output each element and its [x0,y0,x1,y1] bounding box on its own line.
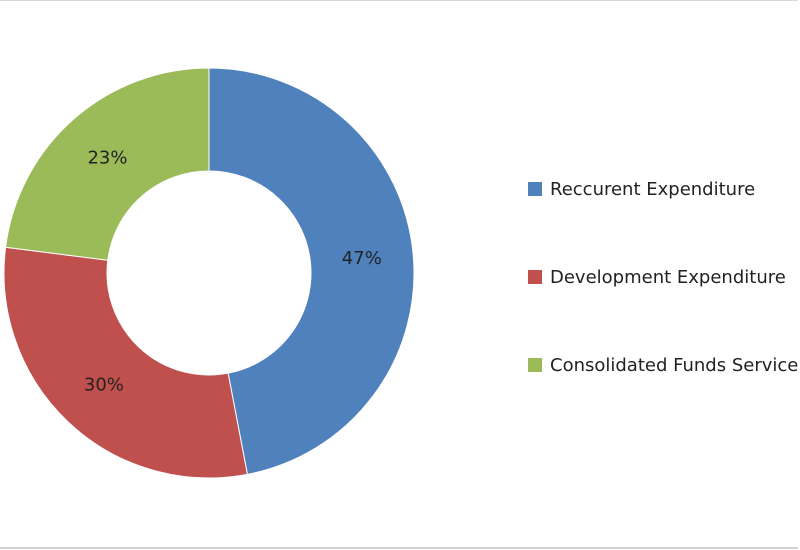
legend-item-consolidated-funds-services: Consolidated Funds Services [528,353,798,377]
legend-item-reccurent-expenditure: Reccurent Expenditure [528,177,755,201]
legend-label-reccurent-expenditure: Reccurent Expenditure [550,178,756,200]
legend-item-development-expenditure: Development Expenditure [528,265,786,289]
legend-label-development-expenditure: Development Expenditure [550,266,786,288]
legend-swatch-reccurent-expenditure [528,182,542,196]
donut-slice-consolidated-funds-services [5,67,210,261]
legend-swatch-development-expenditure [528,270,542,284]
legend-label-consolidated-funds-services: Consolidated Funds Services [550,354,798,376]
legend-swatch-consolidated-funds-services [528,358,542,372]
donut-slice-reccurent-expenditure [208,67,415,475]
data-label-development-expenditure: 30% [84,374,124,395]
data-label-reccurent-expenditure: 47% [342,248,382,269]
data-label-consolidated-funds-services: 23% [87,147,127,168]
donut-slice-development-expenditure [3,246,248,479]
